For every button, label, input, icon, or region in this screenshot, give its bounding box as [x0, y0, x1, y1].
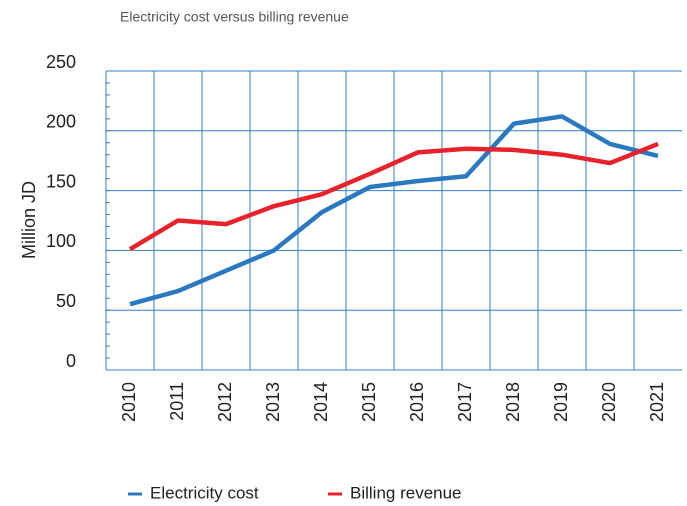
x-tick-label: 2014: [311, 382, 331, 422]
y-tick-label: 100: [46, 231, 76, 251]
data-line: [128, 141, 659, 252]
x-tick-label: 2020: [599, 382, 619, 422]
y-tick-label: 0: [66, 351, 76, 371]
x-tick-label: 2010: [119, 382, 139, 422]
y-axis-label: Million JD: [19, 181, 39, 259]
x-tick-label: 2017: [455, 382, 475, 422]
x-tick-label: 2021: [647, 382, 667, 422]
legend-label: Billing revenue: [350, 483, 462, 502]
x-tick-label: 2015: [359, 382, 379, 422]
x-tick-label: 2011: [167, 382, 187, 421]
x-tick-label: 2016: [407, 382, 427, 422]
legend-label: Electricity cost: [150, 483, 259, 502]
chart-title: Electricity cost versus billing revenue: [120, 9, 349, 25]
y-tick-label: 250: [46, 52, 76, 72]
data-line: [129, 114, 659, 307]
x-tick-label: 2013: [263, 382, 283, 422]
y-tick-label: 50: [56, 291, 76, 311]
x-tick-label: 2019: [551, 382, 571, 422]
x-tick-label: 2018: [503, 382, 523, 422]
x-tick-label: 2012: [215, 382, 235, 422]
y-tick-label: 200: [46, 112, 76, 132]
y-tick-label: 150: [46, 171, 76, 191]
